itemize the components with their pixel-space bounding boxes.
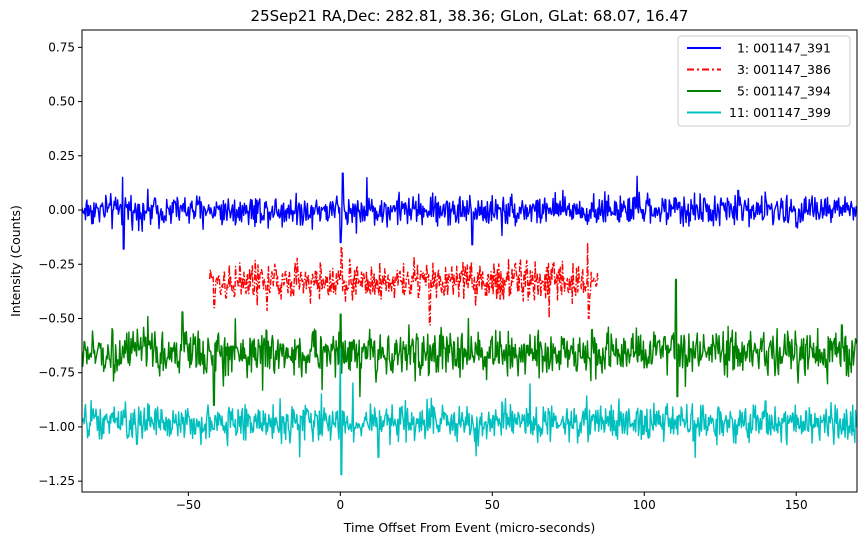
y-tick-label: −0.50 [38, 311, 75, 325]
legend: 1: 001147_391 3: 001147_386 5: 001147_39… [677, 35, 851, 127]
x-tick-label: 150 [785, 498, 808, 512]
y-tick-label: −0.25 [38, 257, 75, 271]
legend-box [677, 35, 851, 127]
y-tick-label: 0.00 [48, 203, 75, 217]
y-tick-label: −1.00 [38, 420, 75, 434]
series-line [208, 241, 599, 326]
series-line [82, 278, 857, 406]
chart-title: 25Sep21 RA,Dec: 282.81, 38.36; GLon, GLa… [251, 7, 689, 25]
legend-label: 11: 001147_399 [729, 105, 831, 120]
series-layer [82, 172, 857, 476]
y-tick-label: 0.75 [48, 40, 75, 54]
x-tick-label: −50 [176, 498, 201, 512]
plot-frame [81, 29, 858, 493]
y-axis: 0.75 0.50 0.25 0.00 −0.25 −0.50 −0.75 −1.00 −1.2… [38, 40, 82, 488]
x-tick-label: 100 [633, 498, 656, 512]
series-line [82, 348, 857, 476]
legend-label: 5: 001147_394 [729, 84, 831, 99]
x-tick-label: 50 [485, 498, 500, 512]
y-axis-label: Intensity (Counts) [8, 205, 23, 317]
legend-label: 3: 001147_386 [729, 62, 831, 77]
x-axis-label: Time Offset From Event (micro-seconds) [343, 520, 595, 535]
y-tick-label: 0.25 [48, 149, 75, 163]
series-line [82, 172, 857, 250]
x-tick-label: 0 [337, 498, 345, 512]
y-tick-label: −1.25 [38, 474, 75, 488]
y-tick-label: −0.75 [38, 366, 75, 380]
x-axis: −50 0 50 100 150 [176, 492, 808, 512]
y-tick-label: 0.50 [48, 95, 75, 109]
legend-label: 1: 001147_391 [729, 41, 831, 56]
